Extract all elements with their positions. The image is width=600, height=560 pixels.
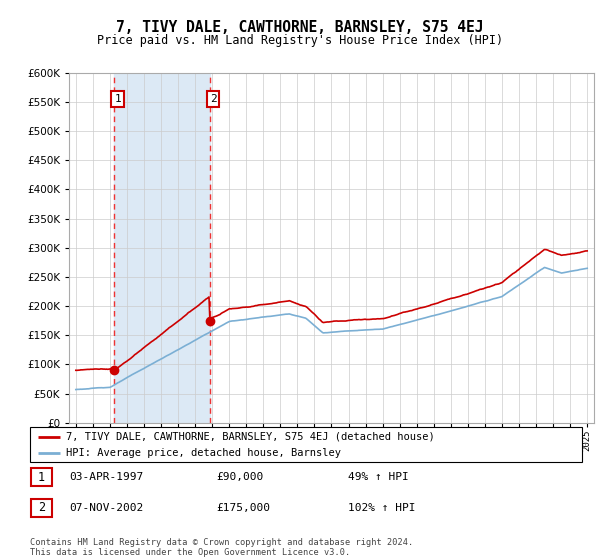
Text: Price paid vs. HM Land Registry's House Price Index (HPI): Price paid vs. HM Land Registry's House … [97, 34, 503, 46]
Text: 102% ↑ HPI: 102% ↑ HPI [348, 503, 415, 513]
Text: Contains HM Land Registry data © Crown copyright and database right 2024.
This d: Contains HM Land Registry data © Crown c… [30, 538, 413, 557]
Text: 7, TIVY DALE, CAWTHORNE, BARNSLEY, S75 4EJ (detached house): 7, TIVY DALE, CAWTHORNE, BARNSLEY, S75 4… [66, 432, 434, 442]
Text: £175,000: £175,000 [216, 503, 270, 513]
Bar [114, 73, 209, 423]
Text: 03-APR-1997: 03-APR-1997 [69, 472, 143, 482]
FancyBboxPatch shape [31, 499, 52, 517]
Text: 49% ↑ HPI: 49% ↑ HPI [348, 472, 409, 482]
Text: 7, TIVY DALE, CAWTHORNE, BARNSLEY, S75 4EJ: 7, TIVY DALE, CAWTHORNE, BARNSLEY, S75 4… [116, 20, 484, 35]
Text: 2: 2 [38, 501, 45, 515]
Text: 2: 2 [209, 94, 217, 104]
Text: £90,000: £90,000 [216, 472, 263, 482]
FancyBboxPatch shape [30, 427, 582, 462]
FancyBboxPatch shape [31, 468, 52, 486]
Text: 1: 1 [114, 94, 121, 104]
Text: HPI: Average price, detached house, Barnsley: HPI: Average price, detached house, Barn… [66, 447, 341, 458]
Text: 1: 1 [38, 470, 45, 484]
Text: 07-NOV-2002: 07-NOV-2002 [69, 503, 143, 513]
